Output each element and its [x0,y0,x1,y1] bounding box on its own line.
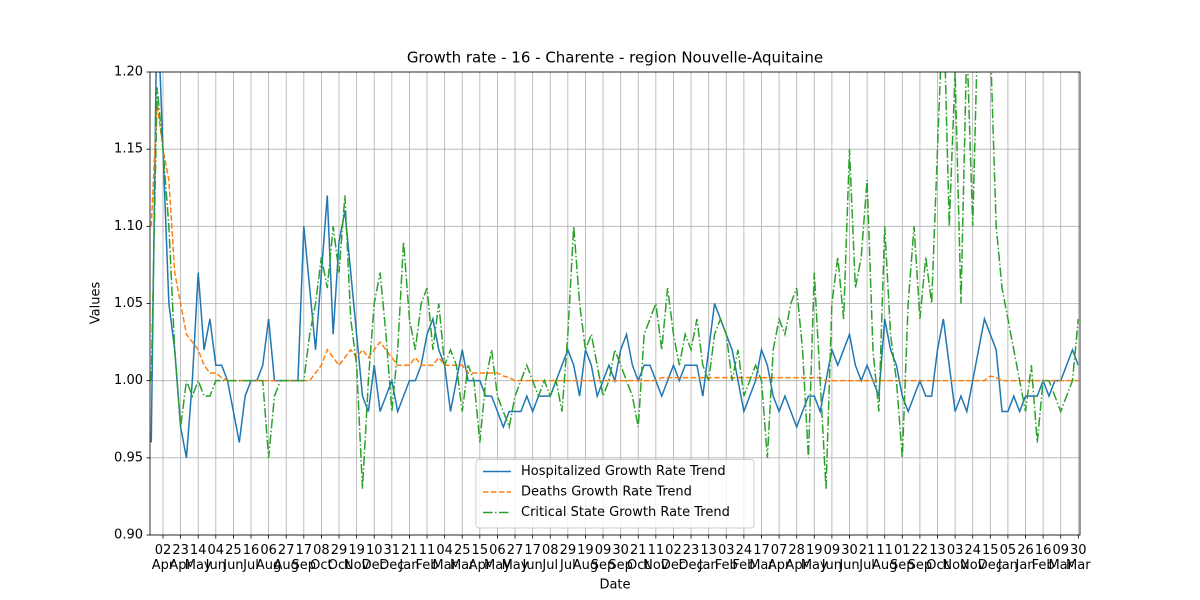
x-tick-label: 27 May [501,543,529,573]
data-line [150,72,1080,489]
x-tick-label: 25 Jun [223,543,244,573]
x-tick-label: 01 Sep [890,543,915,573]
x-tick-label: 17 Mar [749,543,774,573]
x-tick-label: 09 Mar [1048,543,1073,573]
y-tick-label: 1.00 [114,373,143,388]
chart-title: Growth rate - 16 - Charente - region Nou… [407,49,823,67]
legend-label: Deaths Growth Rate Trend [521,485,692,500]
x-tick-label: 09 Jun [821,543,843,573]
x-tick-label: 30 Jun [839,543,860,573]
x-tick-label: 29 Oct [327,543,351,573]
x-tick-label: 16 Jul [242,543,260,573]
x-tick-label: 25 Mar [449,543,475,573]
x-tick-label: 09 Sep [590,543,616,573]
x-tick-label: 11 Nov [643,543,669,573]
x-tick-label: 04 Mar [432,543,457,573]
x-tick-label: 07 Apr [767,543,791,573]
y-tick-label: 1.10 [114,219,143,234]
x-tick-label: 06 Aug [255,543,282,573]
x-tick-label: 26 Jan [1015,543,1036,573]
y-tick-label: 0.95 [114,450,143,465]
x-tick-label: 03 Feb [714,543,738,573]
y-tick-label: 0.90 [114,528,143,543]
plot-area [150,72,1080,489]
x-tick-label: 11 Feb [415,543,439,573]
legend-label: Hospitalized Growth Rate Trend [521,464,726,479]
x-tick-label: 22 Sep [907,543,933,573]
x-tick-label: 17 Jun [522,543,543,573]
x-tick-label: 17 Sep [291,543,317,573]
x-tick-label: 19 Nov [343,543,370,573]
data-line [150,72,1080,458]
x-tick-label: 10 Dec [361,543,387,573]
x-tick-label: 23 Apr [169,543,192,573]
x-tick-label: 24 Feb [732,543,756,573]
x-tick-label: 15 Apr [468,543,492,573]
x-tick-label: 16 Feb [1031,543,1055,573]
x-tick-label: 08 Jul [541,543,559,573]
x-tick-label: 11 Aug [871,543,898,573]
x-tick-label: 29 Jul [559,543,577,573]
x-tick-label: 05 Jan [997,543,1018,573]
x-tick-label: 13 Jan [698,543,719,573]
y-tick-label: 1.05 [114,296,143,311]
y-tick-label: 1.15 [114,142,143,157]
x-tick-label: 21 Jul [858,543,876,573]
legend-box [475,459,755,529]
x-tick-label: 31 Dec [379,543,405,573]
x-tick-label: 27 Aug [273,543,299,573]
x-tick-label: 06 May [483,543,511,573]
x-tick-label: 30 Sep [608,543,633,573]
x-tick-label: 23 Dec [678,543,704,573]
x-tick-label: 30 Mar [1066,543,1091,573]
x-tick-label: 21 Jan [399,543,420,573]
x-tick-label: 28 Apr [785,543,808,573]
x-tick-label: 15 Dec [977,543,1003,573]
x-tick-label: 19 May [800,543,828,573]
x-axis-label: Date [599,578,630,593]
x-tick-label: 02 Dec [660,543,687,573]
legend-label: Critical State Growth Rate Trend [521,505,730,520]
x-tick-label: 14 May [184,543,212,573]
x-tick-label: 13 Oct [926,543,949,573]
data-line [150,102,1079,382]
y-tick-label: 1.20 [114,65,143,80]
y-axis-label: Values [89,282,104,325]
x-tick-label: 04 Jun [205,543,226,573]
x-tick-label: 08 Oct [310,543,333,573]
x-tick-label: 19 Aug [572,543,599,573]
x-tick-label: 02 Apr [151,543,175,573]
legend: Hospitalized Growth Rate Trend Deaths Gro… [475,459,755,529]
x-tick-label: 21 Oct [627,543,650,573]
x-tick-label: 03 Nov [942,543,968,573]
x-tick-label: 24 Nov [960,543,986,573]
plot-frame [149,71,1081,536]
